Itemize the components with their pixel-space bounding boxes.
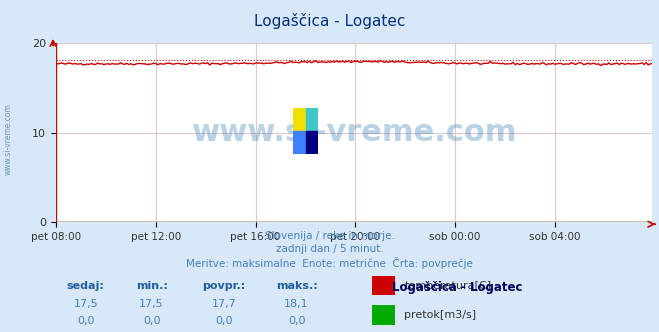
Text: 17,7: 17,7 [212,299,237,309]
Bar [372,305,395,325]
Bar [306,131,318,154]
Text: Logaščica - Logatec: Logaščica - Logatec [392,281,523,293]
Bar [293,131,306,154]
Text: 0,0: 0,0 [288,316,305,326]
Text: temperatura[C]: temperatura[C] [405,281,492,290]
Text: www.si-vreme.com: www.si-vreme.com [3,104,13,175]
Text: 0,0: 0,0 [215,316,233,326]
Text: pretok[m3/s]: pretok[m3/s] [405,310,476,320]
Text: min.:: min.: [136,281,167,290]
Text: www.si-vreme.com: www.si-vreme.com [192,118,517,147]
Text: zadnji dan / 5 minut.: zadnji dan / 5 minut. [275,244,384,254]
Text: sedaj:: sedaj: [67,281,105,290]
Bar [293,108,306,131]
Text: povpr.:: povpr.: [202,281,246,290]
Bar [372,276,395,295]
Bar [306,108,318,131]
Text: Meritve: maksimalne  Enote: metrične  Črta: povprečje: Meritve: maksimalne Enote: metrične Črta… [186,257,473,269]
Text: 0,0: 0,0 [77,316,94,326]
Text: Slovenija / reke in morje.: Slovenija / reke in morje. [264,231,395,241]
Text: 0,0: 0,0 [143,316,160,326]
Text: maks.:: maks.: [275,281,318,290]
Text: 17,5: 17,5 [139,299,164,309]
Text: 18,1: 18,1 [284,299,309,309]
Text: 17,5: 17,5 [73,299,98,309]
Text: Logaščica - Logatec: Logaščica - Logatec [254,13,405,29]
